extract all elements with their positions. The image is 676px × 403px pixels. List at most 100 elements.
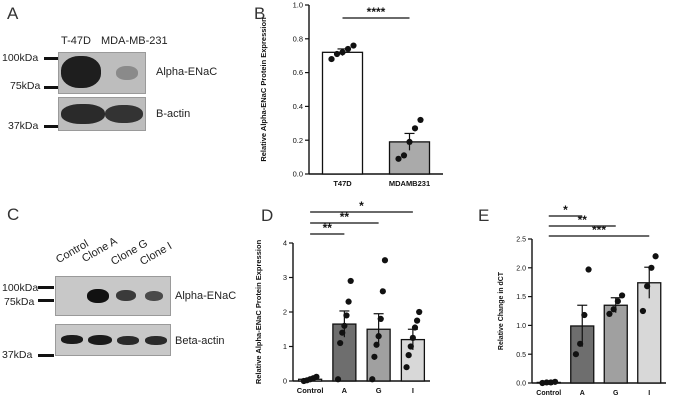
data-point-e [644,283,651,290]
y-tick-label-b: 0.6 [293,68,303,77]
blot-alpha-enac-a [58,52,146,94]
x-tick-label-e: Control [536,390,561,397]
marker-tick [38,299,54,302]
y-tick-label-e: 1.0 [516,323,526,330]
marker-tick [44,57,58,60]
data-point-d [405,352,412,359]
panel-letter-a: A [7,4,19,23]
data-point-b [350,42,357,49]
y-tick-label-b: 1.0 [293,1,303,10]
data-point-d [369,376,376,383]
y-tick-label-b: 0.0 [293,170,303,179]
data-point-d [375,333,382,340]
data-point-d [337,339,344,347]
y-tick-label-b: 0.4 [293,102,303,111]
chart-d: 0 1 2 3 4 Relative Alpha-ENaC Protein Express… [254,200,430,395]
y-tick-label-b: 0.2 [293,136,303,145]
band-clone-i [145,291,163,301]
data-point-d [416,308,423,316]
data-point-e [606,310,613,317]
y-tick-label-e: 0.0 [516,381,526,388]
data-point-b [339,49,346,56]
significance-label-d: ** [323,221,333,235]
data-point-e [572,351,580,358]
blot-alpha-enac-c [55,276,171,316]
x-tick-label-e: I [648,390,650,397]
y-axis-label-e: Relative Change in dCT [498,271,505,350]
data-point-d [407,343,414,350]
data-point-b [411,125,419,132]
y-tick-label-d: 0 [283,377,287,386]
data-point-d [381,257,389,264]
data-point-e [652,253,659,260]
data-point-e [648,264,655,271]
blot-beta-actin-c [55,324,171,356]
data-point-d [334,376,342,383]
data-point-b [344,45,352,53]
blot-b-actin-a [58,97,146,131]
marker-label-75kda: 75kDa [4,296,35,308]
chart-b: 0.0 0.2 0.4 0.6 0.8 1.0 Relative Alpha-ENaC Pr… [259,1,443,188]
data-point-d [379,288,386,295]
significance-label-e: * [563,203,568,217]
data-point-d [403,364,410,371]
chart-e: 0.0 0.5 1.0 1.5 2.0 2.5 Relative Change in dCT… [498,203,666,397]
data-point-e [614,298,621,305]
data-point-b [417,116,424,124]
band-clone-a [87,289,109,303]
data-point-e [551,378,559,385]
significance-label-e: ** [578,213,588,227]
significance-label-d: ** [340,210,350,224]
significance-label-b: **** [367,5,386,19]
marker-label-37kda: 37kDa [8,120,39,132]
data-point-b [333,50,341,58]
data-point-d [345,298,352,305]
data-point-d [341,322,348,329]
band-clone-i-actin [145,336,167,345]
data-point-d [313,373,320,380]
data-point-e [577,340,584,347]
panel-letter-e: E [478,206,490,225]
y-tick-label-d: 2 [283,308,287,317]
data-point-e [585,266,592,273]
y-tick-label-b: 0.8 [293,34,303,43]
x-tick-label-d: Control [297,386,324,395]
bar-e [603,304,628,384]
row-label-alpha-enac: Alpha-ENaC [175,290,237,302]
y-axis-label-d: Relative Alpha-ENaC Protein Expression [254,239,263,384]
significance-label-e: *** [592,223,606,237]
band-mdamb231-actin [105,105,143,123]
band-clone-g [116,290,136,301]
y-tick-label-e: 0.5 [516,352,526,359]
x-tick-label-b: T47D [333,179,352,188]
data-point-e [639,307,647,315]
x-tick-label-e: A [580,390,585,397]
band-mdamb231 [116,66,138,80]
panel-letter-c: C [7,205,20,224]
marker-label-100kda: 100kDa [2,52,39,64]
data-point-e [618,292,626,299]
y-axis-label-b: Relative Alpha-ENaC Protein Expression [259,17,268,162]
lane-label-t47d: T-47D [61,35,91,47]
row-label-b-actin: B-actin [156,108,191,120]
data-point-b [395,155,402,162]
data-point-d [343,312,350,319]
x-tick-label-d: A [342,386,348,395]
data-point-b [406,138,413,145]
band-clone-g-actin [117,336,139,345]
band-t47d-actin [61,104,105,124]
marker-tick [38,354,54,357]
panel-letter-b: B [254,4,266,23]
row-label-alpha-enac: Alpha-ENaC [156,66,218,78]
y-tick-label-d: 1 [283,342,287,351]
row-label-beta-actin: Beta-actin [175,335,225,347]
x-tick-label-d: G [376,386,382,395]
data-point-d [373,341,380,348]
data-point-d [411,324,419,331]
x-tick-label-e: G [613,390,619,397]
data-point-d [339,329,346,336]
bar-b [321,51,364,175]
marker-label-75kda: 75kDa [10,80,41,92]
data-point-e [581,311,588,319]
data-point-b [328,55,335,63]
